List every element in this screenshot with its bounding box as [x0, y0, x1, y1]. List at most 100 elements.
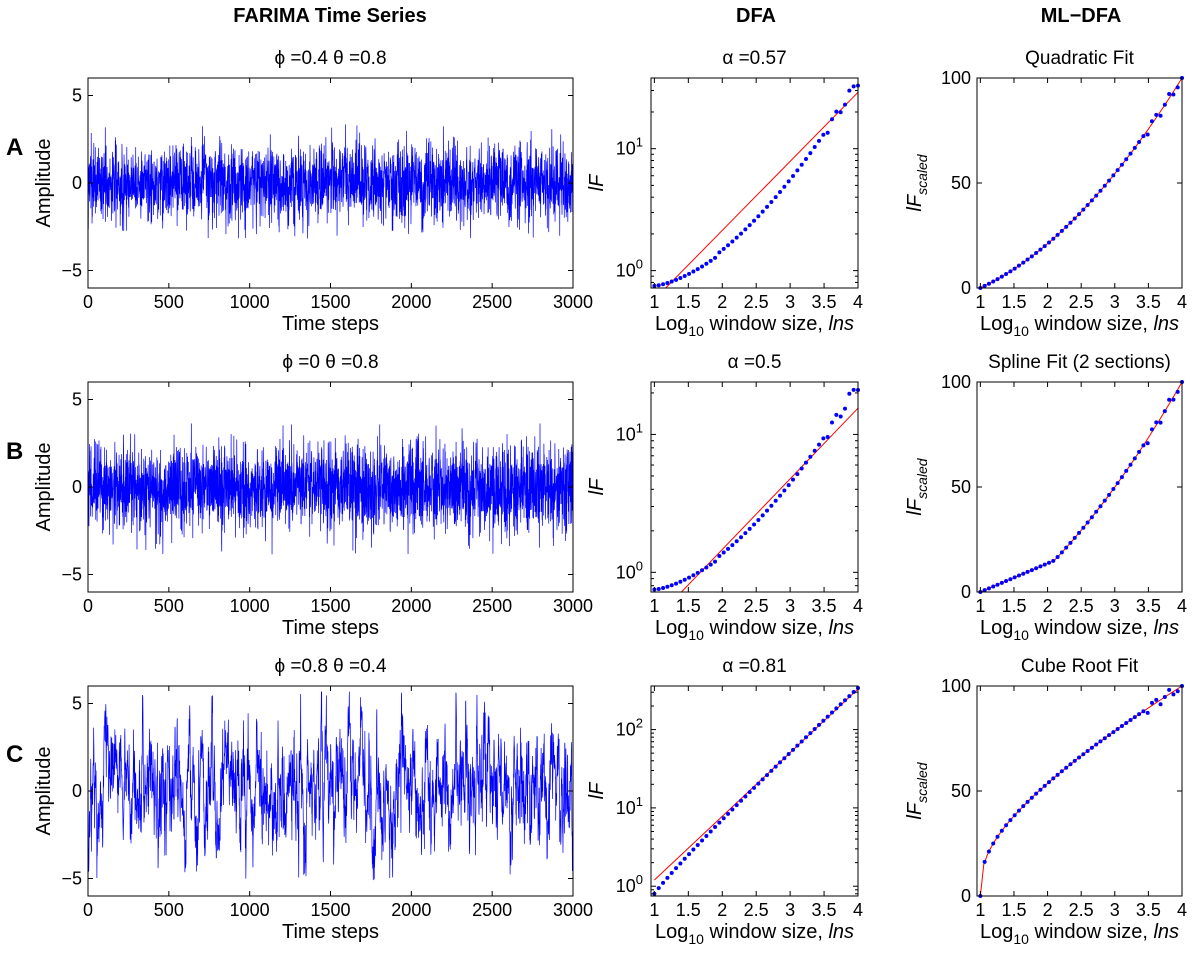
panel-a-dfa-data-point [687, 271, 692, 276]
panel-c-mldfa-data-point [1141, 709, 1146, 714]
panel-a-dfa-data-point [851, 84, 856, 89]
panel-c-dfa-data-point [734, 803, 739, 808]
panel-b-mldfa-data-point [1038, 564, 1043, 569]
panel-b-mldfa-data-point [1115, 481, 1120, 486]
panel-c-mldfa-data-point [1047, 780, 1052, 785]
panel-a-dfa-frame [650, 77, 859, 289]
panel-c-mldfa-data-point [1085, 748, 1090, 753]
panel-c-mldfa-xtick-label: 4 [1177, 900, 1187, 920]
panel-b-mldfa-data-point [1124, 468, 1129, 473]
panel-b-mldfa-data-point [1085, 520, 1090, 525]
panel-a-dfa-data-point [812, 145, 817, 150]
panel-c-mldfa-data-point [1068, 762, 1073, 767]
panel-a-dfa-xtick-label: 1 [649, 292, 659, 312]
panel-c-mldfa-data-point [1119, 724, 1124, 729]
panel-b-mldfa-fit-curve [980, 381, 1183, 593]
panel-a-mldfa-data-point [1137, 140, 1142, 145]
panel-b-dfa-data-point [851, 387, 856, 392]
panel-b-mldfa: Spline Fit (2 sections) 1 1.5 2 2.5 3 3.5 4 0 50 1… [904, 352, 1187, 643]
panel-b-timeseries-series-line [87, 423, 574, 555]
panel-b-dfa-data-point [769, 503, 774, 508]
panel-c-timeseries-ytick-label: −5 [61, 869, 82, 889]
panel-b-mldfa-data-point [1102, 498, 1107, 503]
panel-c-dfa-ytick-label: 101 [616, 794, 643, 818]
panel-b-mldfa-xtick-label: 3.5 [1136, 596, 1161, 616]
panel-c-mldfa-data-point [1175, 689, 1180, 694]
panel-a-dfa-data-point [817, 138, 822, 143]
panel-b-mldfa-data-point [1047, 560, 1052, 565]
panel-c-timeseries-title: ϕ =0.8 θ =0.4 [274, 656, 386, 677]
panel-b-dfa-data-point [656, 586, 661, 591]
panel-c-dfa-data-point [778, 760, 783, 765]
panel-b-dfa-data-point [760, 513, 765, 518]
panel-a-mldfa-data-point [1025, 257, 1030, 262]
panel-b-mldfa-data-point [1154, 420, 1159, 425]
panel-c-dfa-data-point [713, 825, 718, 830]
panel-a-mldfa-data-point [1098, 188, 1103, 193]
panel-a-mldfa-data-point [1158, 113, 1163, 118]
panel-a-mldfa-data-point [995, 277, 1000, 282]
panel-c-dfa-xtick-label: 2.5 [744, 900, 769, 920]
panel-a-timeseries-series-line [87, 124, 574, 239]
panel-c-dfa-data-point [691, 847, 696, 852]
panel-b-dfa-xlabel: Log10 window size, lns [655, 617, 854, 643]
panel-b-mldfa-ytick-label: 50 [951, 477, 971, 497]
panel-c-dfa-data-point [765, 773, 770, 778]
panel-c-dfa-data-point [756, 781, 761, 786]
panel-b-dfa-data-point [808, 454, 813, 459]
panel-a-dfa-data-point [682, 274, 687, 279]
panel-b-mldfa-data-point [991, 584, 996, 589]
panel-b-dfa-data-point [687, 575, 692, 580]
panel-a-dfa-data-point [730, 239, 735, 244]
panel-b-dfa-xtick-label: 2 [717, 596, 727, 616]
panel-b-dfa-data-point [795, 472, 800, 477]
panel-b-mldfa-xtick-label: 2 [1043, 596, 1053, 616]
panel-c-dfa-frame [650, 685, 859, 897]
panel-b-dfa-data-point [834, 412, 839, 417]
panel-c-mldfa-data-point [1077, 755, 1082, 760]
panel-c-dfa-data-point [661, 880, 666, 885]
panel-b-mldfa-data-point [1149, 427, 1154, 432]
panel-a-dfa-data-point [825, 130, 830, 135]
panel-c-mldfa-data-point [999, 828, 1004, 833]
panel-a-timeseries-xtick-label: 3000 [553, 292, 593, 312]
panel-b-mldfa-xlabel: Log10 window size, lns [980, 617, 1179, 643]
panel-c-dfa-data-point [695, 842, 700, 847]
panel-a-mldfa-data-point [1055, 232, 1060, 237]
panel-b-dfa: α =0.5 1 1.5 2 2.5 3 3.5 4 100 101 Log10 window si… [586, 352, 863, 643]
panel-c-mldfa-data-point [1038, 787, 1043, 792]
panel-a-dfa-data-point [760, 209, 765, 214]
panel-c-mldfa-data-point [1016, 808, 1021, 813]
panel-c-mldfa-data-point [1004, 823, 1009, 828]
panel-c-mldfa-data-point [1154, 697, 1159, 702]
panel-a-mldfa-data-point [1064, 224, 1069, 229]
panel-b-mldfa-data-point [1175, 389, 1180, 394]
panel-a-timeseries-xtick-label: 1500 [310, 292, 350, 312]
panel-b-mldfa-data-point [1171, 397, 1176, 402]
panel-a-dfa-ytick-label: 100 [616, 257, 643, 281]
panel-c-mldfa-data-point [1012, 813, 1017, 818]
panel-b-dfa-data-point [747, 526, 752, 531]
panel-c-mldfa-fit-curve [979, 685, 1183, 897]
panel-a-mldfa-data-point [1102, 183, 1107, 188]
panel-b-dfa-data-point [743, 531, 748, 536]
panel-a-mldfa-data-point [1128, 151, 1133, 156]
panel-a-dfa-data-point [782, 184, 787, 189]
panel-c-dfa-data-point [825, 714, 830, 719]
panel-a-dfa-data-point [743, 227, 748, 232]
panel-a-mldfa-data-point [1051, 236, 1056, 241]
panel-b-dfa-ytick-label: 100 [616, 558, 643, 582]
panel-c-mldfa-frame [976, 685, 1183, 897]
panel-a-dfa-title: α =0.57 [722, 48, 786, 69]
panel-a-dfa-xtick-label: 4 [853, 292, 863, 312]
panel-b-timeseries-xtick-label: 500 [154, 596, 184, 616]
panel-a-mldfa-data-point [1077, 212, 1082, 217]
panel-a-timeseries-xtick-label: 1000 [230, 292, 270, 312]
panel-b-timeseries-title: ϕ =0 θ =0.8 [282, 352, 378, 373]
panel-a-dfa-data-point [773, 195, 778, 200]
panel-c-mldfa-data-point [1042, 783, 1047, 788]
panel-a-dfa-data-point [717, 250, 722, 255]
panel-b-dfa-data-point [847, 391, 852, 396]
panel-c-mldfa-title: Cube Root Fit [1021, 656, 1139, 677]
panel-c-mldfa-data-point [1137, 712, 1142, 717]
